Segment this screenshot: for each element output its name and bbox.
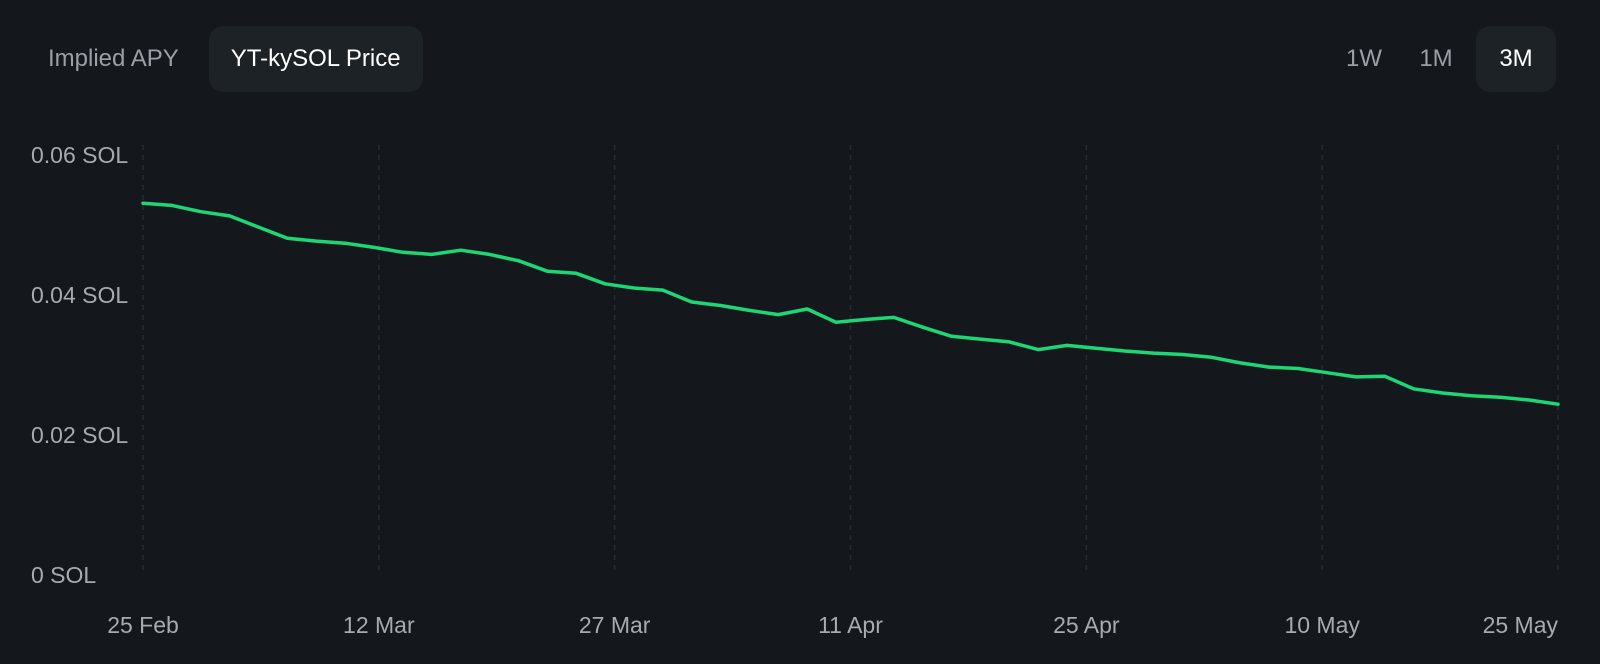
y-tick-label: 0.06 SOL <box>31 142 128 168</box>
chart-grid <box>142 145 1559 575</box>
y-tick-label: 0.04 SOL <box>31 282 128 308</box>
tab-yt-price[interactable]: YT-kySOL Price <box>208 26 423 92</box>
price-series-line <box>141 201 1560 406</box>
time-range-selector: 1W 1M 3M <box>1332 26 1556 92</box>
y-tick-label: 0 SOL <box>31 562 96 588</box>
y-tick-label: 0.02 SOL <box>31 422 128 448</box>
x-tick-label: 12 Mar <box>343 612 415 638</box>
y-axis: 0.06 SOL 0.04 SOL 0.02 SOL 0 SOL <box>31 142 128 588</box>
x-tick-label: 27 Mar <box>579 612 651 638</box>
x-tick-label: 25 Apr <box>1053 612 1120 638</box>
range-3m-button[interactable]: 3M <box>1476 26 1556 92</box>
x-axis: 25 Feb 12 Mar 27 Mar 11 Apr 25 Apr 10 May 25 M… <box>107 612 1558 638</box>
x-tick-label: 25 Feb <box>107 612 179 638</box>
chart-mode-tabs: Implied APY YT-kySOL Price <box>26 26 423 92</box>
range-1w-button[interactable]: 1W <box>1346 45 1382 72</box>
x-tick-label: 10 May <box>1284 612 1360 638</box>
x-tick-label: 11 Apr <box>818 612 883 638</box>
range-1m-button[interactable]: 1M <box>1419 45 1453 72</box>
chart-series <box>141 201 1560 406</box>
x-tick-label: 25 May <box>1483 612 1559 638</box>
tab-implied-apy[interactable]: Implied APY <box>48 45 179 72</box>
